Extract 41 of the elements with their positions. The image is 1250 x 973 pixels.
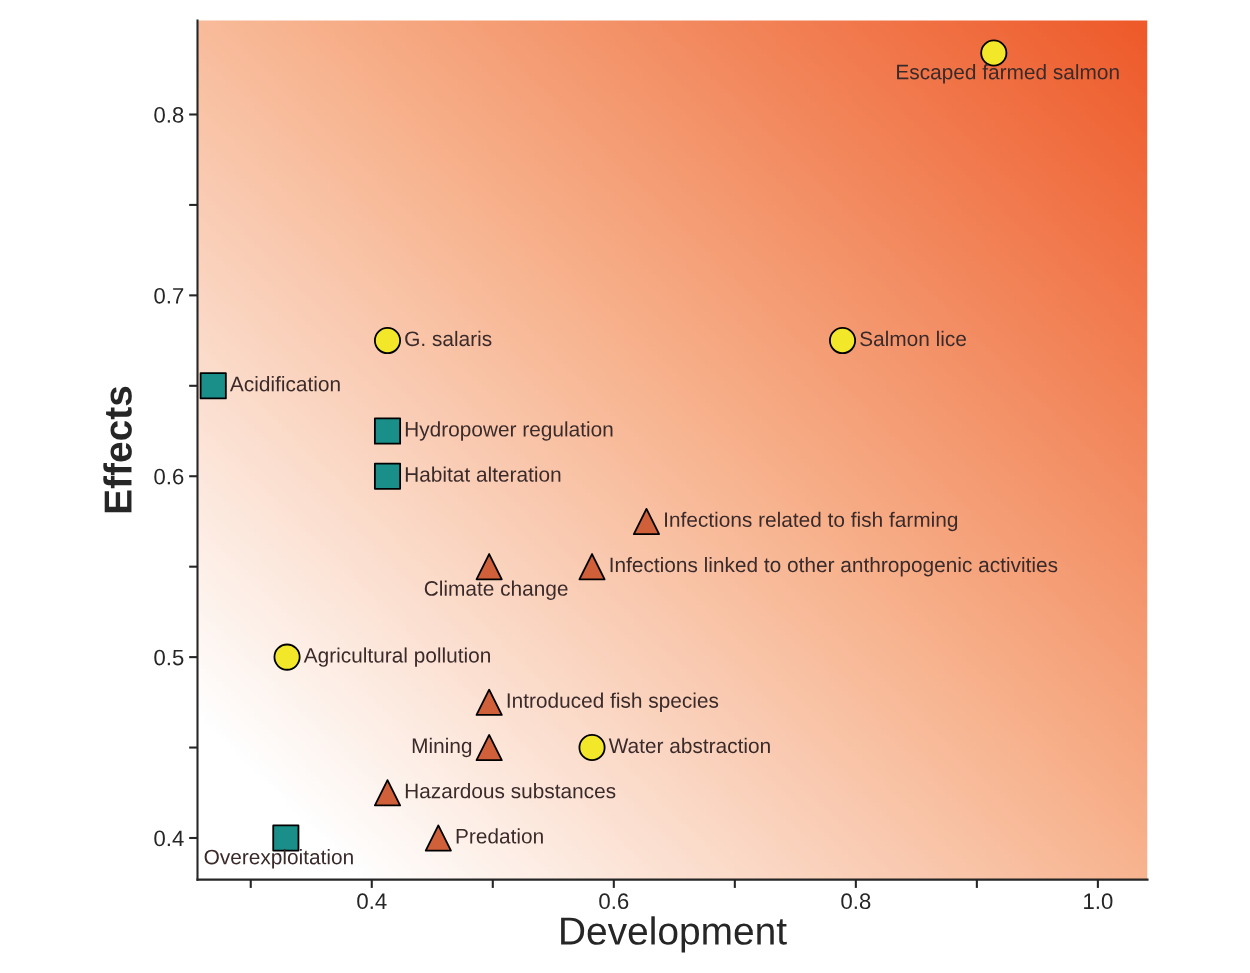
- y-tick-label: 0.4: [154, 830, 184, 847]
- point: [199, 372, 227, 400]
- point: [578, 553, 606, 581]
- annotation: Overexploitation: [204, 849, 353, 869]
- point: [373, 462, 402, 490]
- annotation: Salmon lice: [860, 330, 966, 347]
- point: [373, 417, 402, 445]
- annotation: Agricultural pollution: [303, 647, 490, 667]
- annotation: G. salaris: [405, 330, 492, 347]
- point: [475, 553, 503, 581]
- y-tick-label: 0.7: [154, 287, 184, 304]
- y-tick-label: 0.5: [154, 649, 184, 666]
- annotation: Predation: [456, 828, 543, 844]
- annotation: Hydropower regulation: [405, 421, 613, 441]
- annotation: Infections related to fish farming: [665, 511, 958, 532]
- annotation: Escaped farmed salmon: [897, 64, 1119, 84]
- annotation: Water abstraction: [608, 737, 770, 754]
- annotation: Acidification: [229, 376, 340, 392]
- point: [578, 734, 606, 762]
- annotation: Introduced fish species: [507, 692, 719, 713]
- x-tick-label: 0.8: [841, 893, 871, 910]
- x-axis-title: Development: [561, 916, 787, 953]
- y-tick-label: 0.6: [154, 468, 184, 485]
- annotation: Hazardous substances: [405, 783, 616, 799]
- point: [475, 734, 503, 762]
- x-tick-label: 0.4: [357, 893, 387, 910]
- point: [829, 327, 857, 355]
- point: [373, 327, 402, 355]
- x-tick-label: 1.0: [1084, 893, 1113, 910]
- annotation: Climate change: [424, 580, 568, 600]
- annotation: Infections linked to other anthropogenic activities: [610, 556, 1058, 577]
- annotation: Habitat alteration: [405, 466, 561, 482]
- point: [373, 779, 402, 807]
- point: [424, 824, 452, 852]
- x-tick-label: 0.6: [599, 893, 629, 910]
- point: [632, 507, 661, 535]
- y-axis-title: Effects: [103, 386, 132, 513]
- point: [475, 688, 503, 716]
- y-tick-label: 0.8: [154, 107, 184, 123]
- point: [273, 643, 301, 671]
- annotation: Mining: [412, 737, 472, 758]
